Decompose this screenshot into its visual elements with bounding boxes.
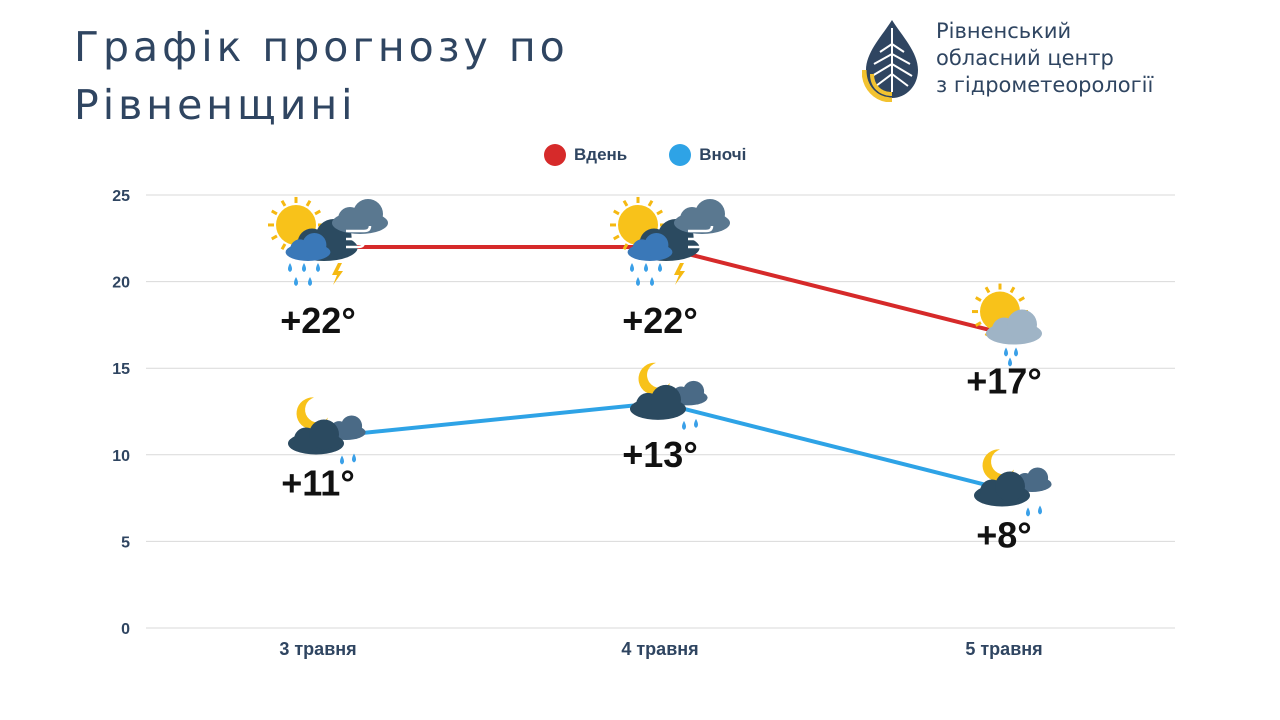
water-drop-leaf-icon (862, 20, 918, 102)
x-tick-label: 5 травня (965, 639, 1042, 659)
x-tick-label: 3 травня (279, 639, 356, 659)
data-label: +22° (622, 300, 697, 341)
data-label: +11° (281, 462, 354, 503)
legend-item-day: Вдень (544, 144, 627, 166)
moon-cloud-rain-icon (288, 397, 366, 465)
moon-cloud-rain-icon (974, 449, 1052, 517)
legend-label-night: Вночі (699, 145, 747, 164)
y-tick-label: 15 (112, 361, 130, 378)
y-tick-label: 25 (112, 188, 130, 205)
sun-cloud-rain-icon (972, 283, 1042, 367)
data-label: +13° (622, 434, 697, 475)
logo: Рівненський обласний центр з гідрометеор… (862, 18, 1222, 102)
sun-storm-wind-icon (268, 196, 388, 286)
y-tick-label: 5 (121, 534, 130, 551)
page-title: Графік прогнозу по Рівненщині (74, 18, 569, 134)
data-label: +22° (280, 300, 355, 341)
y-tick-label: 0 (121, 621, 130, 638)
logo-line-1: Рівненський (936, 19, 1072, 43)
chart-legend: Вдень Вночі (544, 144, 746, 166)
sun-storm-wind-icon (610, 196, 730, 286)
data-label: +8° (976, 514, 1031, 555)
title-line-1: Графік прогнозу по (74, 23, 569, 71)
y-tick-label: 10 (112, 448, 130, 465)
data-label: +17° (966, 361, 1041, 402)
logo-line-3: з гідрометеорології (936, 73, 1154, 97)
title-line-2: Рівненщині (74, 81, 357, 129)
x-tick-label: 4 травня (621, 639, 698, 659)
moon-cloud-rain-icon (630, 362, 708, 430)
legend-item-night: Вночі (669, 144, 746, 166)
legend-swatch-night (669, 144, 692, 166)
logo-line-2: обласний центр (936, 46, 1114, 70)
logo-text: Рівненський обласний центр з гідрометеор… (936, 18, 1153, 99)
legend-swatch-day (544, 144, 566, 166)
y-tick-label: 20 (112, 275, 130, 292)
legend-label-day: Вдень (574, 145, 628, 164)
